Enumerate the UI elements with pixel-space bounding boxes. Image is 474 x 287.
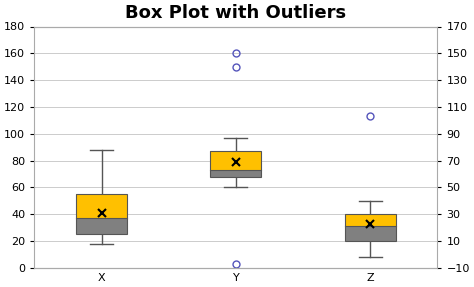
- Bar: [345, 226, 396, 241]
- Bar: [76, 218, 127, 234]
- Bar: [210, 170, 261, 177]
- Bar: [210, 151, 261, 170]
- Title: Box Plot with Outliers: Box Plot with Outliers: [125, 4, 346, 22]
- Bar: [76, 194, 127, 218]
- Bar: [76, 194, 127, 234]
- Bar: [210, 151, 261, 177]
- Bar: [345, 214, 396, 226]
- Bar: [345, 214, 396, 241]
